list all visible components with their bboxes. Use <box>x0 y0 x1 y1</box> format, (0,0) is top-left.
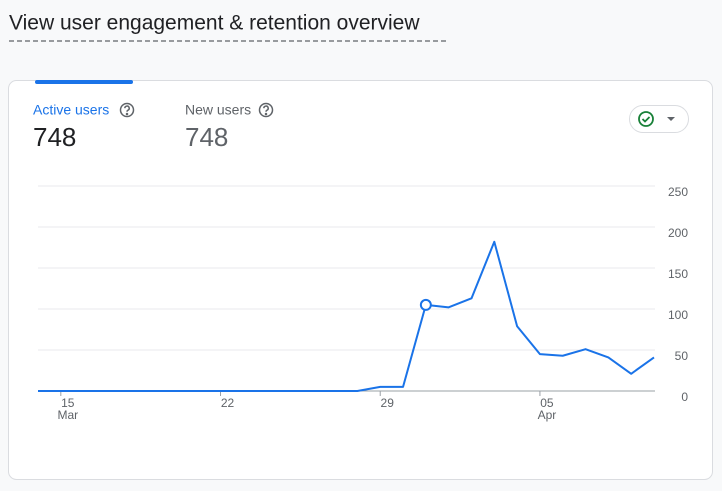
tab-label: New users <box>185 102 251 118</box>
x-month-label: Mar <box>57 408 78 422</box>
x-tick-label: 22 <box>221 396 235 410</box>
page-title: View user engagement & retention overvie… <box>9 12 420 35</box>
status-dropdown[interactable] <box>629 105 689 133</box>
tab-value: 748 <box>33 122 76 152</box>
x-month-label: Apr <box>538 408 557 422</box>
y-tick-label: 250 <box>668 185 688 199</box>
help-icon[interactable] <box>119 102 135 118</box>
x-tick-label: 05 <box>540 396 554 410</box>
x-tick-label: 15 <box>61 396 75 410</box>
tab-label: Active users <box>33 102 109 118</box>
tab-indicator <box>35 80 133 84</box>
tab-active[interactable]: Active users 748 <box>33 102 135 152</box>
y-tick-label: 0 <box>681 390 688 404</box>
highlight-point <box>419 298 432 311</box>
card <box>8 80 713 480</box>
data-line <box>38 240 655 392</box>
x-tick-label: 29 <box>381 396 395 410</box>
tab-value: 748 <box>185 122 228 152</box>
help-icon[interactable] <box>258 102 274 118</box>
tab-new[interactable]: New users 748 <box>185 102 274 152</box>
y-tick-label: 100 <box>668 308 688 322</box>
y-tick-label: 200 <box>668 226 688 240</box>
y-tick-label: 50 <box>675 349 689 363</box>
y-tick-label: 150 <box>668 267 688 281</box>
